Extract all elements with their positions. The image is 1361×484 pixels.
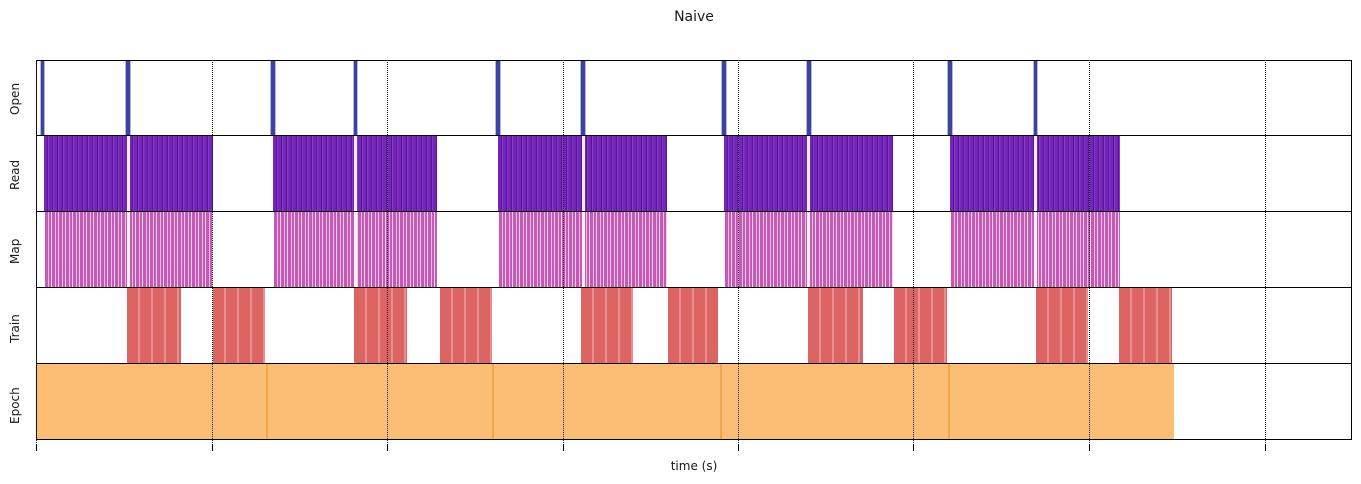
read-block-break [353, 136, 358, 211]
epoch-interval-bar [265, 364, 493, 439]
train-interval-bar [353, 288, 408, 363]
read-block-break [126, 136, 130, 211]
y-axis-labels: Open Read Map Train Epoch [0, 60, 34, 445]
track-row-train [36, 287, 1352, 364]
map-block-break [807, 212, 811, 287]
track-label-read: Read [8, 159, 22, 190]
open-event-bar [581, 61, 586, 135]
map-block-break [581, 212, 585, 287]
x-tick-mark [563, 445, 565, 451]
open-event-bar [40, 61, 45, 135]
x-gridline [737, 60, 739, 445]
train-interval-bar [1035, 288, 1089, 363]
x-axis-label: time (s) [670, 459, 718, 473]
x-tick-mark [386, 445, 388, 451]
x-tick-mark [912, 445, 914, 451]
track-label-epoch: Epoch [8, 387, 22, 424]
read-block-break [807, 136, 811, 211]
read-block-break [581, 136, 585, 211]
map-block-break [126, 212, 130, 287]
open-event-bar [126, 61, 131, 135]
train-interval-bar [807, 288, 863, 363]
track-label-map: Map [8, 238, 22, 265]
train-interval-bar [581, 288, 634, 363]
open-event-bar [1033, 61, 1038, 135]
track-row-epoch [36, 363, 1352, 440]
chart-title: Naive [674, 9, 714, 25]
x-gridline [1265, 60, 1266, 445]
x-tick-mark [211, 445, 213, 451]
map-block-break [353, 212, 358, 287]
epoch-interval-bar [37, 364, 266, 439]
open-event-bar [721, 61, 726, 135]
plot-area [36, 60, 1352, 451]
epoch-interval-bar [492, 364, 720, 439]
epoch-interval-bar [947, 364, 1175, 439]
open-event-bar [353, 61, 358, 135]
x-gridline [211, 60, 213, 445]
train-interval-bar [212, 288, 265, 363]
read-block-break [1033, 136, 1038, 211]
open-event-bar [806, 61, 811, 135]
track-label-train: Train [8, 314, 22, 343]
open-event-bar [496, 61, 501, 135]
x-gridline [563, 60, 565, 445]
map-block-break [1033, 212, 1038, 287]
x-tick-mark [36, 445, 37, 451]
x-gridline [1089, 60, 1091, 445]
epoch-interval-bar [720, 364, 948, 439]
train-interval-bar [1119, 288, 1173, 363]
open-event-bar [947, 61, 952, 135]
x-tick-mark [737, 445, 739, 451]
track-row-read [36, 135, 1352, 212]
x-tick-mark [1089, 445, 1091, 451]
track-row-open [36, 60, 1352, 136]
x-gridline [36, 60, 37, 445]
train-interval-bar [893, 288, 947, 363]
train-interval-bar [440, 288, 493, 363]
train-interval-bar [667, 288, 718, 363]
x-gridline [912, 60, 914, 445]
train-interval-bar [126, 288, 181, 363]
x-gridline [386, 60, 388, 445]
x-tick-mark [1265, 445, 1266, 451]
track-label-open: Open [8, 82, 22, 115]
track-row-map [36, 211, 1352, 288]
open-event-bar [270, 61, 275, 135]
